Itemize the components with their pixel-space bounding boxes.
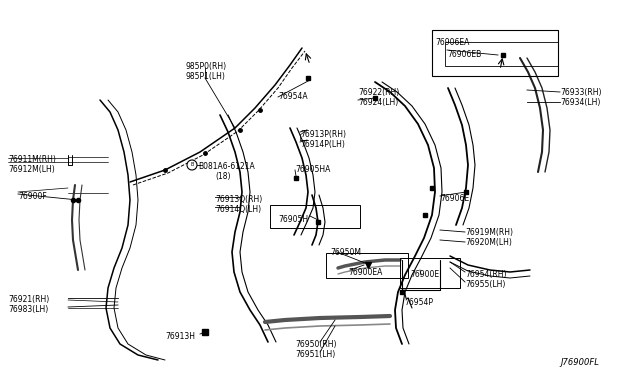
Text: 76914P(LH): 76914P(LH) [300, 140, 345, 149]
Text: 76983(LH): 76983(LH) [8, 305, 48, 314]
Text: 76914Q(LH): 76914Q(LH) [215, 205, 261, 214]
Text: J76900FL: J76900FL [560, 358, 599, 367]
Bar [326, 253, 408, 278]
Bar [445, 42, 558, 66]
Text: 76934(LH): 76934(LH) [560, 98, 600, 107]
Bar [400, 258, 460, 288]
Text: 76905HA: 76905HA [295, 165, 330, 174]
Bar [432, 30, 558, 76]
Text: 76913H: 76913H [165, 332, 195, 341]
Text: (18): (18) [215, 172, 230, 181]
Text: 76906E: 76906E [440, 194, 469, 203]
Text: 76906EB: 76906EB [447, 50, 481, 59]
Text: 76933(RH): 76933(RH) [560, 88, 602, 97]
Text: 76900F: 76900F [18, 192, 47, 201]
Text: 76913Q(RH): 76913Q(RH) [215, 195, 262, 204]
Bar [270, 205, 360, 228]
Text: 76922(RH): 76922(RH) [358, 88, 399, 97]
Text: B081A6-6121A: B081A6-6121A [198, 162, 255, 171]
Text: 76905H: 76905H [278, 215, 308, 224]
Text: 76954P: 76954P [404, 298, 433, 307]
Text: 76900E: 76900E [410, 270, 439, 279]
Circle shape [187, 160, 197, 170]
Text: 76921(RH): 76921(RH) [8, 295, 49, 304]
Text: 985P1(LH): 985P1(LH) [185, 72, 225, 81]
Text: 76911M(RH): 76911M(RH) [8, 155, 56, 164]
Text: 76950(RH): 76950(RH) [295, 340, 337, 349]
Text: 76906EA: 76906EA [435, 38, 469, 47]
Text: B: B [190, 163, 194, 167]
Text: 76951(LH): 76951(LH) [295, 350, 335, 359]
Text: 76913P(RH): 76913P(RH) [300, 130, 346, 139]
Text: 76912M(LH): 76912M(LH) [8, 165, 55, 174]
Text: 76955(LH): 76955(LH) [465, 280, 506, 289]
Text: 76954A: 76954A [278, 92, 308, 101]
Text: 76950M: 76950M [330, 248, 361, 257]
Text: 76924(LH): 76924(LH) [358, 98, 398, 107]
Text: 76920M(LH): 76920M(LH) [465, 238, 512, 247]
Text: 76954(RH): 76954(RH) [465, 270, 506, 279]
Text: 985P0(RH): 985P0(RH) [185, 62, 226, 71]
Text: 76900EA: 76900EA [348, 268, 382, 277]
Text: 76919M(RH): 76919M(RH) [465, 228, 513, 237]
